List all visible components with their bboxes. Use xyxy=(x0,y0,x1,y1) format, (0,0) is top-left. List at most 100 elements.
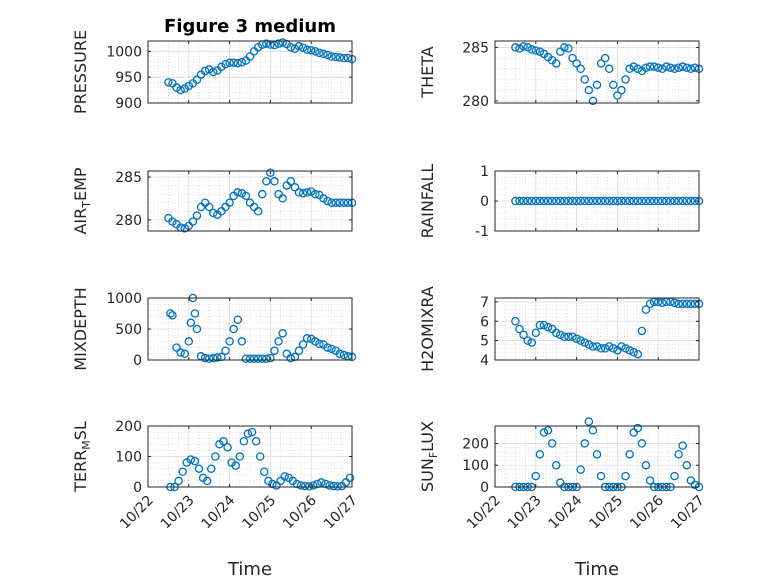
y-axis-label: TERRMSL xyxy=(71,421,93,493)
data-point xyxy=(304,482,314,491)
data-point xyxy=(225,337,234,346)
data-point xyxy=(235,452,245,461)
data-point xyxy=(317,478,326,487)
data-point xyxy=(270,177,279,186)
data-point xyxy=(666,63,675,72)
data-point xyxy=(286,353,296,363)
data-point xyxy=(202,476,212,486)
data-point xyxy=(211,452,220,461)
data-point xyxy=(641,196,651,206)
data-point xyxy=(292,479,302,489)
data-point xyxy=(637,439,647,448)
data-point xyxy=(200,353,210,363)
data-point xyxy=(649,196,659,206)
x-tick-label: 10/27 xyxy=(668,493,708,533)
data-point xyxy=(206,464,216,473)
y-tick-label: 1000 xyxy=(106,44,142,60)
data-point xyxy=(539,196,549,206)
y-tick-label: 0 xyxy=(133,480,142,496)
x-tick-label: 10/25 xyxy=(239,493,279,533)
data-point xyxy=(339,53,349,63)
data-point xyxy=(262,177,271,186)
data-point xyxy=(604,196,614,206)
x-tick-label: 10/23 xyxy=(158,493,198,533)
data-point xyxy=(225,58,234,67)
data-point xyxy=(300,481,310,491)
data-point xyxy=(662,62,671,71)
data-point xyxy=(678,299,687,309)
data-point xyxy=(674,63,683,72)
data-point xyxy=(270,346,279,355)
data-point xyxy=(531,196,541,206)
data-point xyxy=(629,196,638,206)
data-point xyxy=(335,53,345,62)
data-point xyxy=(278,38,287,47)
data-point xyxy=(637,326,647,336)
data-point xyxy=(241,354,251,364)
data-point xyxy=(335,349,345,359)
data-point xyxy=(511,43,520,52)
y-tick-label: 900 xyxy=(115,96,142,112)
data-point xyxy=(568,53,577,63)
data-point xyxy=(588,96,598,106)
y-tick-label: 1000 xyxy=(106,291,142,307)
data-point xyxy=(613,196,622,206)
data-point xyxy=(527,338,536,347)
data-point xyxy=(519,330,528,340)
data-point xyxy=(596,471,606,481)
data-point xyxy=(335,198,345,207)
data-point xyxy=(233,58,243,68)
y-axis-label: SUNFLUX xyxy=(418,421,440,492)
data-point xyxy=(682,460,692,470)
subplot-rainfall: -1 0 1 RAINFALL xyxy=(418,164,704,240)
data-point xyxy=(223,443,232,452)
data-point xyxy=(551,328,561,338)
y-axis-label: H2OMIXRA xyxy=(418,286,437,372)
data-point xyxy=(592,80,602,90)
data-point xyxy=(629,62,638,71)
x-tick-label: 10/26 xyxy=(627,492,667,532)
data-point xyxy=(551,196,561,206)
data-point xyxy=(200,66,210,76)
data-point xyxy=(584,340,594,349)
data-point xyxy=(257,189,267,199)
data-point xyxy=(580,338,590,347)
data-point xyxy=(294,188,304,197)
data-point xyxy=(168,311,177,320)
data-point xyxy=(539,428,549,437)
subplot-pressure: 900 950 1000 PRESSURE Figure 3 medium xyxy=(71,16,357,114)
data-point xyxy=(560,196,569,206)
data-point xyxy=(315,48,324,58)
data-point xyxy=(519,42,528,51)
data-point xyxy=(298,340,308,349)
data-point xyxy=(596,59,606,68)
data-point xyxy=(527,196,536,206)
data-point xyxy=(178,467,187,476)
data-point xyxy=(564,196,573,206)
data-point xyxy=(625,196,634,206)
axes-box xyxy=(494,297,700,361)
data-point xyxy=(633,423,643,433)
data-point xyxy=(604,64,614,74)
data-point xyxy=(645,299,655,309)
data-point xyxy=(535,196,545,206)
data-point xyxy=(531,46,541,55)
y-tick-label: 285 xyxy=(115,170,142,186)
data-point xyxy=(237,57,247,67)
data-point xyxy=(572,59,581,68)
data-point xyxy=(515,324,524,334)
data-point xyxy=(588,196,598,206)
data-point xyxy=(311,189,320,199)
data-point xyxy=(255,452,265,461)
data-point xyxy=(274,337,283,346)
y-tick-label: 200 xyxy=(462,436,489,452)
data-point xyxy=(345,473,355,483)
data-point xyxy=(221,60,230,69)
data-point xyxy=(653,63,663,72)
data-point xyxy=(613,91,622,100)
data-point xyxy=(564,44,573,53)
data-point xyxy=(658,196,667,206)
data-point xyxy=(266,353,275,363)
y-tick-label: 100 xyxy=(462,458,489,474)
data-point xyxy=(290,183,300,192)
